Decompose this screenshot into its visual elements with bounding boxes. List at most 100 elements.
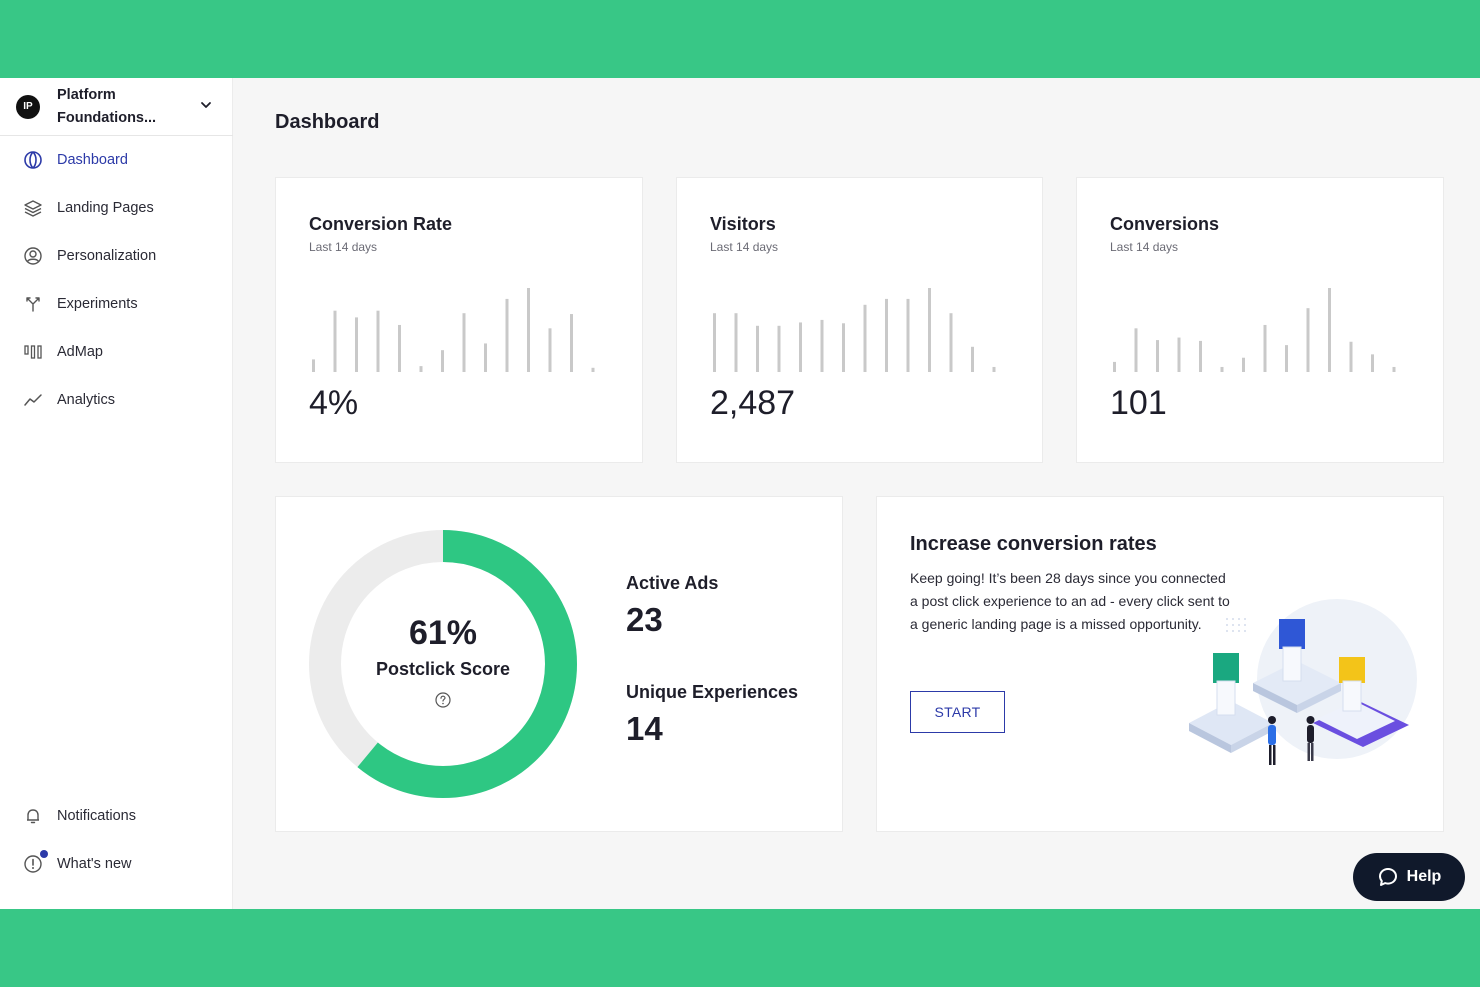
donut-score-arc	[309, 530, 577, 798]
sparkline-bar	[398, 324, 401, 372]
sparkline-bar	[376, 310, 380, 372]
sparkline-bar	[419, 366, 423, 372]
experiment-split-icon	[23, 294, 43, 314]
sparkline-bar	[1134, 328, 1138, 372]
sparkline-bar	[441, 350, 444, 372]
sparkline-bar-chart	[1113, 288, 1396, 372]
sparkline-bar	[842, 323, 845, 372]
sidebar-item-analytics[interactable]: Analytics	[0, 376, 233, 424]
sparkline-bar-chart	[312, 288, 595, 372]
sparkline-bar	[1328, 288, 1331, 372]
metric-card-visitors: Visitors Last 14 days 2,487	[676, 177, 1043, 463]
metric-value: 2,487	[710, 384, 796, 422]
sidebar-item-personalization[interactable]: Personalization	[0, 232, 233, 280]
sparkline-bar	[992, 366, 996, 372]
workspace-name: Platform Foundations...	[57, 86, 157, 126]
metric-period: Last 14 days	[1110, 240, 1179, 254]
sparkline-bar	[713, 313, 716, 372]
metric-title: Visitors	[710, 214, 776, 234]
sparkline-bar	[355, 317, 358, 372]
sparkline-bar	[505, 298, 509, 372]
sparkline-bar	[799, 322, 802, 372]
postclick-score-value: 61%	[408, 614, 478, 652]
sidebar-bottom: Notifications What's new	[0, 792, 233, 888]
chevron-down-icon[interactable]	[199, 98, 213, 112]
increase-conversion-card: Increase conversion rates Keep going! It…	[876, 496, 1444, 832]
sparkline-bar	[734, 313, 738, 372]
sparkline-bar	[863, 304, 867, 372]
sparkline-bar	[906, 298, 910, 372]
help-button[interactable]: Help	[1353, 853, 1465, 901]
sparkline-bar	[1263, 324, 1267, 372]
app-window: IP Platform Foundations... Dashboard Lan…	[0, 78, 1480, 909]
metric-card-conversion-rate: Conversion Rate Last 14 days 4%	[275, 177, 643, 463]
layers-icon	[23, 198, 43, 218]
sidebar-item-whats-new[interactable]: What's new	[0, 840, 233, 888]
sidebar-item-label: AdMap	[57, 344, 103, 360]
unique-experiences-label: Unique Experiences	[626, 682, 799, 702]
sparkline-bar	[527, 288, 530, 372]
sidebar: IP Platform Foundations... Dashboard Lan…	[0, 78, 233, 909]
start-button[interactable]: START	[910, 691, 1005, 733]
metric-period: Last 14 days	[710, 240, 779, 254]
info-circle-icon	[23, 854, 43, 874]
sparkline-bar	[1306, 308, 1310, 372]
sparkline-bar	[1285, 345, 1288, 372]
sparkline-bar	[1242, 357, 1245, 372]
sparkline-bar	[1177, 337, 1181, 372]
promo-text: Keep going! It’s been 28 days since you …	[910, 570, 1230, 632]
sparkline-bar	[756, 325, 759, 372]
metric-value: 4%	[309, 384, 359, 422]
metric-title: Conversion Rate	[309, 214, 453, 234]
sparkline-bar	[885, 298, 888, 372]
sidebar-item-label: Notifications	[57, 808, 136, 824]
donut-center: 61% Postclick Score	[306, 527, 580, 801]
sparkline-bar	[1220, 366, 1224, 372]
help-circle-icon[interactable]	[435, 692, 451, 708]
sparkline-bar	[1199, 340, 1202, 372]
sparkline-bar	[333, 310, 337, 372]
sparkline-bar	[1113, 361, 1116, 372]
postclick-donut-chart	[309, 530, 577, 798]
workspace-switcher[interactable]: IP Platform Foundations...	[0, 78, 233, 136]
isometric-landing-pages-illustration	[1189, 599, 1417, 765]
admap-icon	[23, 342, 43, 362]
sparkline-bar	[1156, 340, 1159, 372]
sidebar-item-dashboard[interactable]: Dashboard	[0, 136, 233, 184]
sparkline-bar	[1392, 366, 1396, 372]
sparkline-bar	[570, 314, 573, 372]
sparkline-bar	[548, 328, 552, 372]
user-circle-icon	[23, 246, 43, 266]
sidebar-item-label: Experiments	[57, 296, 138, 312]
sidebar-nav: Dashboard Landing Pages Personalization …	[0, 136, 233, 424]
chat-bubble-icon	[1378, 868, 1397, 886]
sparkline-bar	[820, 319, 824, 372]
bell-icon	[23, 806, 43, 826]
sidebar-item-label: What's new	[57, 856, 132, 872]
sparkline-bar	[777, 325, 781, 372]
sidebar-item-admap[interactable]: AdMap	[0, 328, 233, 376]
sidebar-item-label: Analytics	[57, 392, 116, 408]
page-title: Dashboard	[275, 111, 380, 133]
metric-period: Last 14 days	[309, 240, 378, 254]
sparkline-bar	[312, 359, 315, 372]
active-ads-value: 23	[626, 601, 663, 638]
sidebar-item-experiments[interactable]: Experiments	[0, 280, 233, 328]
workspace-logo: IP	[16, 94, 40, 119]
metric-card-conversions: Conversions Last 14 days 101	[1076, 177, 1444, 463]
sparkline-bar	[971, 346, 974, 372]
sparkline-bar	[484, 343, 487, 372]
unique-experiences-value: 14	[626, 710, 663, 747]
sidebar-item-notifications[interactable]: Notifications	[0, 792, 233, 840]
unread-dot	[40, 850, 48, 858]
sidebar-item-label: Landing Pages	[57, 200, 154, 216]
sparkline-bar	[462, 313, 466, 372]
sparkline-bar	[591, 367, 595, 372]
sparkline-bar	[1349, 341, 1353, 372]
trend-line-icon	[23, 390, 43, 410]
sparkline-bar-chart	[713, 288, 996, 372]
help-label: Help	[1406, 868, 1442, 885]
sparkline-bar	[928, 288, 931, 372]
sidebar-item-landing-pages[interactable]: Landing Pages	[0, 184, 233, 232]
sparkline-bar	[949, 313, 953, 372]
